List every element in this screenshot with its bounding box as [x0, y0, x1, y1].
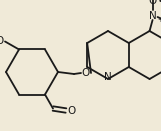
Text: O: O: [67, 105, 75, 116]
Text: O: O: [0, 36, 4, 47]
Text: +: +: [158, 17, 161, 23]
Text: O: O: [148, 0, 157, 6]
Text: •: •: [158, 0, 161, 6]
Text: N: N: [149, 11, 156, 21]
Text: N: N: [104, 72, 112, 82]
Text: O: O: [82, 68, 90, 78]
